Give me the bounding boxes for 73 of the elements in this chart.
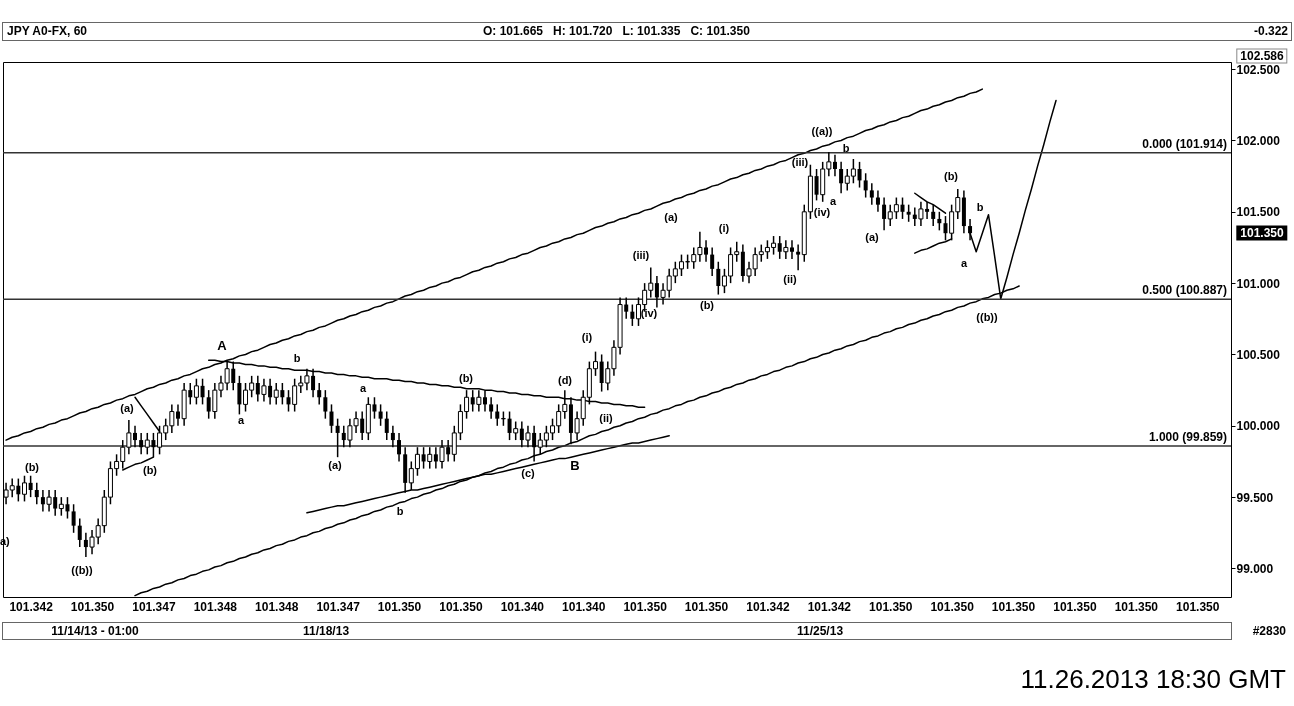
ref-line-label: 0.000 (101.914) (1142, 136, 1227, 151)
x-tick-label: 101.342 (9, 599, 54, 614)
annotation: a (359, 381, 367, 395)
y-tick-label: 101.000 (1236, 276, 1281, 291)
text: 11/25/13 (797, 623, 844, 638)
x-tick-label: 101.350 (991, 599, 1036, 614)
annotation: (a) (328, 458, 342, 472)
annotation: (d) (557, 373, 573, 387)
annotation: (iii) (632, 248, 650, 262)
annotation: (iv) (640, 306, 658, 320)
annotation: ((b)) (71, 563, 93, 577)
annotation: b (842, 141, 850, 155)
y-tick-label: 102.500 (1236, 62, 1281, 77)
x-tick-label: 101.350 (70, 599, 115, 614)
x-tick-label: 101.348 (255, 599, 299, 614)
annotation: a (237, 413, 245, 427)
annotation: (b) (24, 460, 40, 474)
annotation: ((a)) (811, 124, 833, 138)
annotation: (b) (458, 371, 474, 385)
y-tick-label: 102.000 (1236, 133, 1281, 148)
text: -0.322 (1253, 23, 1288, 38)
annotation: (ii) (783, 272, 797, 286)
annotation: (i) (581, 330, 593, 344)
x-tick-label: 101.350 (439, 599, 483, 614)
x-tick-label: 101.350 (684, 599, 729, 614)
x-tick-label: 101.350 (1114, 599, 1159, 614)
annotation: (a) (664, 210, 678, 224)
annotation: b (976, 200, 984, 214)
annotation: (iii) (791, 155, 809, 169)
annotation: (ii) (599, 411, 613, 425)
y-tick-label: 99.500 (1236, 490, 1274, 505)
text: 101.350 (1236, 225, 1288, 241)
x-tick-label: 101.348 (193, 599, 238, 614)
annotation: (iv) (813, 205, 831, 219)
annotation: (b) (142, 463, 158, 477)
text: 102.586 (1236, 48, 1288, 64)
x-tick-label: 101.350 (869, 599, 913, 614)
text: 11.26.2013 18:30 GMT (1020, 664, 1286, 694)
x-tick-label: 101.350 (1176, 599, 1220, 614)
x-tick-label: 101.350 (377, 599, 422, 614)
x-tick-label: 101.350 (1053, 599, 1097, 614)
annotation: A (217, 337, 227, 353)
x-tick-label: 101.340 (562, 599, 606, 614)
text: 11/14/13 - 01:00 (51, 623, 139, 638)
x-tick-label: 101.342 (807, 599, 852, 614)
x-tick-label: 101.347 (132, 599, 176, 614)
annotation: (a) (120, 401, 134, 415)
annotation: (b) (699, 298, 715, 312)
ref-line-label: 1.000 (99.859) (1148, 429, 1227, 444)
annotation: b (293, 351, 301, 365)
y-tick-label: 100.500 (1236, 347, 1281, 362)
x-tick-label: 101.350 (930, 599, 975, 614)
annotation: (b) (943, 169, 959, 183)
annotation: a (829, 194, 837, 208)
annotation: B (570, 457, 580, 473)
annotation: (i) (718, 221, 730, 235)
chart-subtitle: O: 101.665 H: 101.720 L: 101.335 C: 101.350 (483, 23, 750, 40)
annotation: ((b)) (976, 310, 998, 324)
y-tick-label: 100.000 (1236, 419, 1281, 434)
x-tick-label: 101.342 (746, 599, 790, 614)
annotation: b (396, 504, 404, 518)
text: 11/18/13 (303, 623, 350, 638)
annotation: a (960, 256, 968, 270)
y-tick-label: 99.000 (1236, 561, 1274, 576)
x-tick-label: 101.340 (500, 599, 545, 614)
annotation: (a) (865, 230, 879, 244)
x-tick-label: 101.350 (623, 599, 668, 614)
y-tick-label: 101.500 (1236, 205, 1281, 220)
chart-title: JPY A0-FX, 60 (7, 23, 88, 40)
text: #2830 (1252, 623, 1286, 638)
x-tick-label: 101.347 (316, 599, 361, 614)
ref-line-label: 0.500 (100.887) (1142, 283, 1227, 298)
annotation: (c) (521, 466, 535, 480)
